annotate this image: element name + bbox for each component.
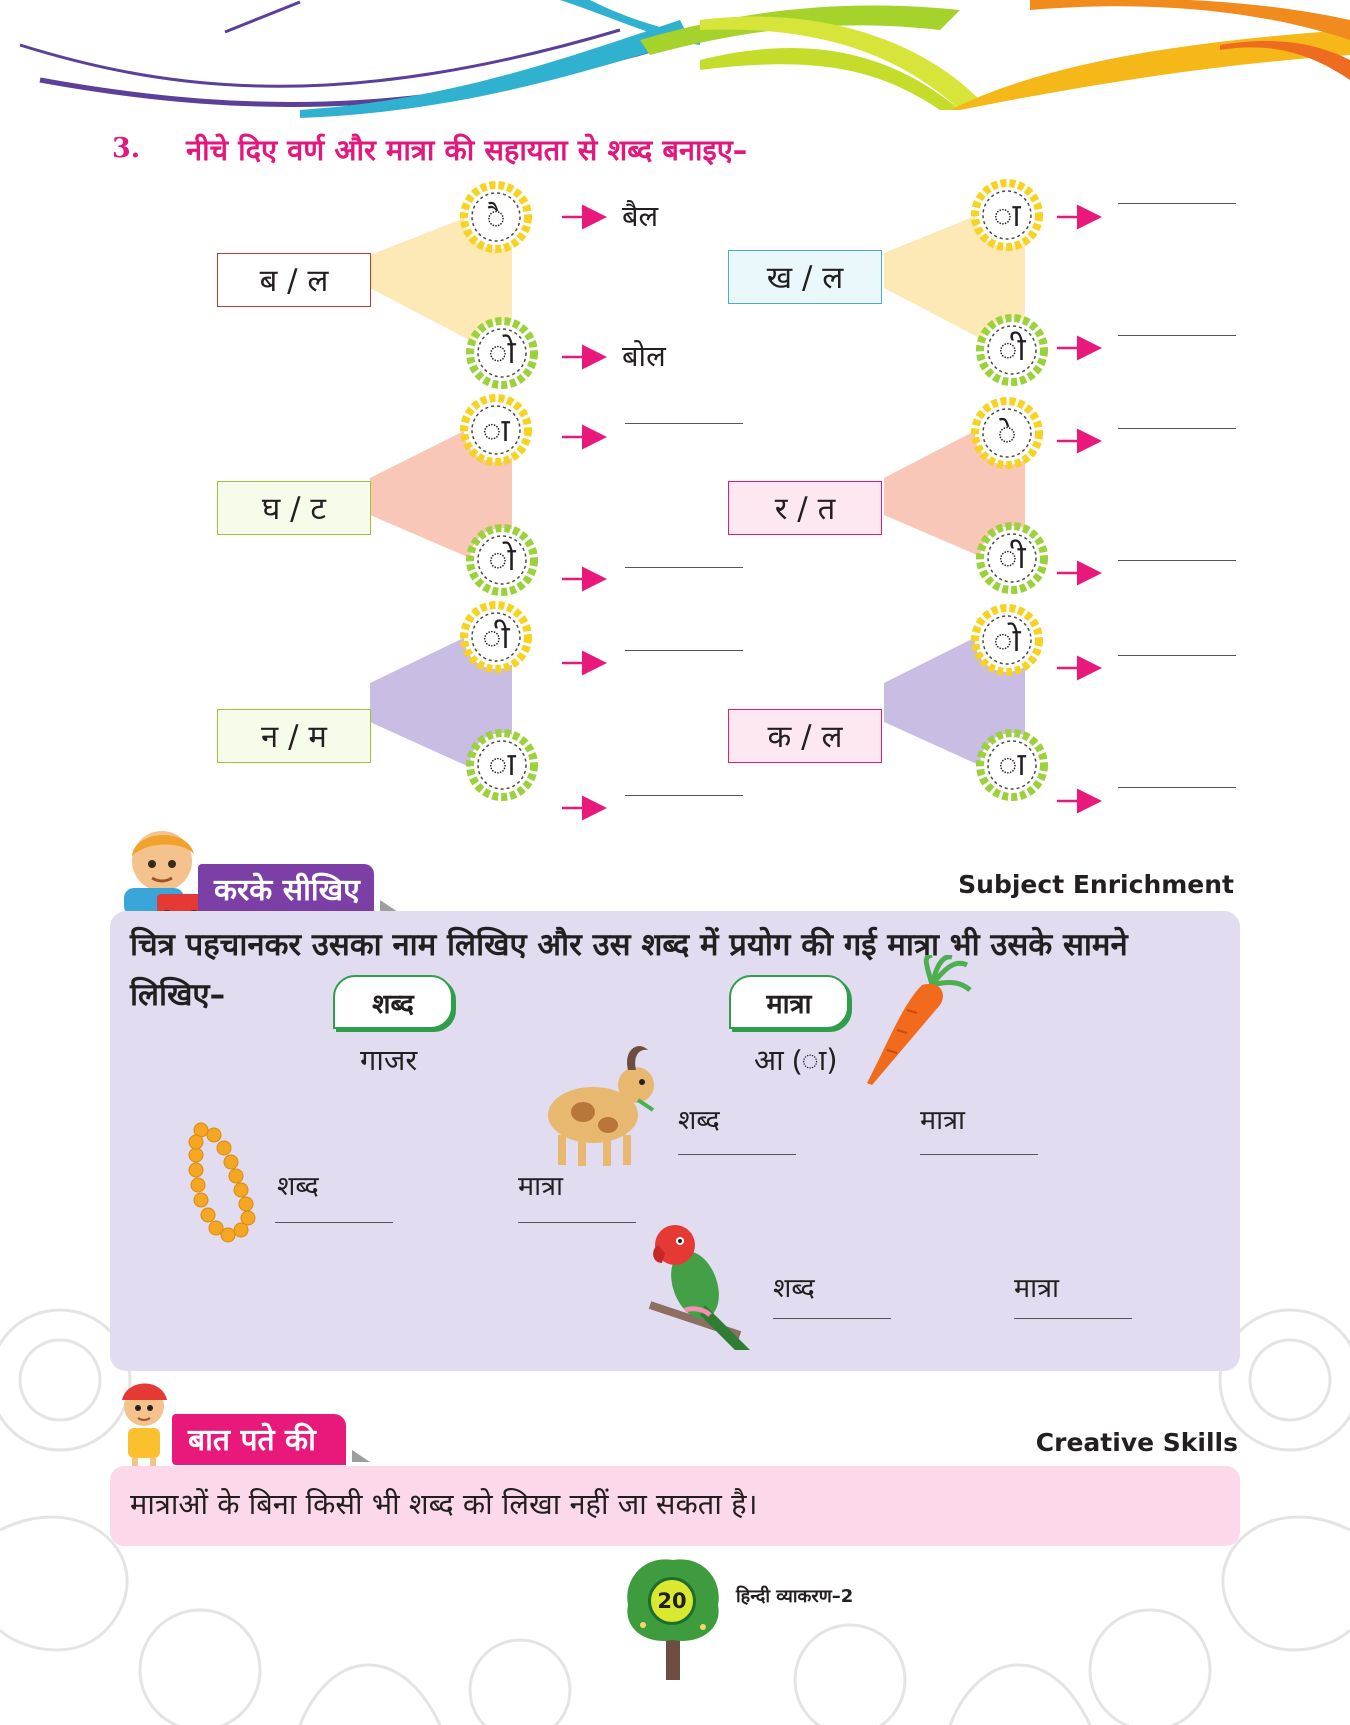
answer-line[interactable] xyxy=(1118,655,1236,656)
exercise-number: 3. xyxy=(112,133,141,164)
answer-line[interactable] xyxy=(625,650,743,651)
garland-matra-line[interactable] xyxy=(518,1222,636,1223)
letters-box-6: क / ल xyxy=(728,709,882,763)
matra-bottom-3: ो xyxy=(488,540,516,578)
answer-line[interactable] xyxy=(1118,335,1236,336)
cone-shape xyxy=(370,630,512,780)
fact-panel xyxy=(110,1466,1240,1546)
matra-bottom-4: ी xyxy=(998,538,1026,576)
matra-top-1: ै xyxy=(486,198,506,236)
goat-matra-label: मात्रा xyxy=(920,1105,966,1136)
matra-flowers xyxy=(460,179,1048,801)
parrot-word-label: शब्द xyxy=(773,1273,815,1304)
answer-line[interactable] xyxy=(1118,203,1236,204)
answer-top-1: बैल xyxy=(622,199,659,233)
matra-header-tab: मात्रा xyxy=(729,975,849,1029)
example-word: गाजर xyxy=(360,1043,418,1077)
matra-top-3: ा xyxy=(482,411,510,449)
parrot-matra-line[interactable] xyxy=(1014,1318,1132,1319)
matra-top-6: ो xyxy=(993,621,1021,659)
matra-bottom-2: ी xyxy=(998,330,1026,368)
goat-word-label: शब्द xyxy=(678,1105,720,1136)
badge-tail xyxy=(352,1450,370,1462)
word-building-diagram: ब / ल ै ो बैल बोल ख / ल ा ी घ / ट ा ो र … xyxy=(0,175,1350,855)
matra-bottom-1: ो xyxy=(488,333,516,371)
goat-word-line[interactable] xyxy=(678,1154,796,1155)
matra-bottom-5: ा xyxy=(488,745,516,783)
example-matra: आ (ा) xyxy=(754,1043,838,1077)
word-header-tab: शब्द xyxy=(333,975,453,1029)
letters-box-4: र / त xyxy=(728,481,882,535)
top-decorative-swoosh xyxy=(19,0,1350,118)
boy-with-toy-car-illustration xyxy=(124,831,205,922)
fact-text: मात्राओं के बिना किसी भी शब्द को लिखा नह… xyxy=(130,1487,758,1521)
answer-bottom-1: बोल xyxy=(622,339,666,373)
answer-line[interactable] xyxy=(625,795,743,796)
activity-instruction: चित्र पहचानकर उसका नाम लिखिए और उस शब्द … xyxy=(130,927,1128,1013)
garland-illustration xyxy=(188,1122,256,1243)
garland-word-label: शब्द xyxy=(277,1171,319,1202)
letters-box-1: ब / ल xyxy=(217,253,371,307)
badge-tail xyxy=(380,900,398,912)
parrot-illustration xyxy=(648,1225,750,1350)
girl-illustration xyxy=(122,1383,167,1476)
subject-enrichment-tag: Subject Enrichment xyxy=(958,870,1234,899)
garland-word-line[interactable] xyxy=(275,1222,393,1223)
carrot-illustration xyxy=(867,955,972,1085)
answer-line[interactable] xyxy=(625,567,743,568)
activity-badge: करके सीखिए xyxy=(198,864,374,915)
letters-box-3: घ / ट xyxy=(217,481,371,535)
matra-bottom-6: ा xyxy=(998,745,1026,783)
exercise-instruction: नीचे दिए वर्ण और मात्रा की सहायता से शब्… xyxy=(186,133,748,167)
answer-line[interactable] xyxy=(1118,787,1236,788)
letters-box-2: ख / ल xyxy=(728,250,882,304)
floral-background-decoration xyxy=(0,1308,1350,1725)
answer-line[interactable] xyxy=(1118,428,1236,429)
answer-line[interactable] xyxy=(1118,560,1236,561)
page-number: 20 xyxy=(648,1577,696,1625)
activity-panel xyxy=(110,911,1240,1371)
fact-badge: बात पते की xyxy=(172,1414,346,1465)
matra-top-2: ा xyxy=(993,196,1021,234)
parrot-word-line[interactable] xyxy=(773,1318,891,1319)
book-title: हिन्दी व्याकरण–2 xyxy=(736,1586,854,1607)
matra-top-4: े xyxy=(997,414,1017,452)
diagram-graphics xyxy=(370,179,1102,821)
matra-top-5: ी xyxy=(482,618,510,656)
goat-matra-line[interactable] xyxy=(920,1154,1038,1155)
letters-box-5: न / म xyxy=(217,709,371,763)
arrow-icons xyxy=(562,204,1102,821)
goat-illustration xyxy=(548,1046,655,1166)
creative-skills-tag: Creative Skills xyxy=(1035,1428,1238,1457)
garland-matra-label: मात्रा xyxy=(518,1171,564,1202)
answer-line[interactable] xyxy=(625,423,743,424)
parrot-matra-label: मात्रा xyxy=(1014,1273,1060,1304)
